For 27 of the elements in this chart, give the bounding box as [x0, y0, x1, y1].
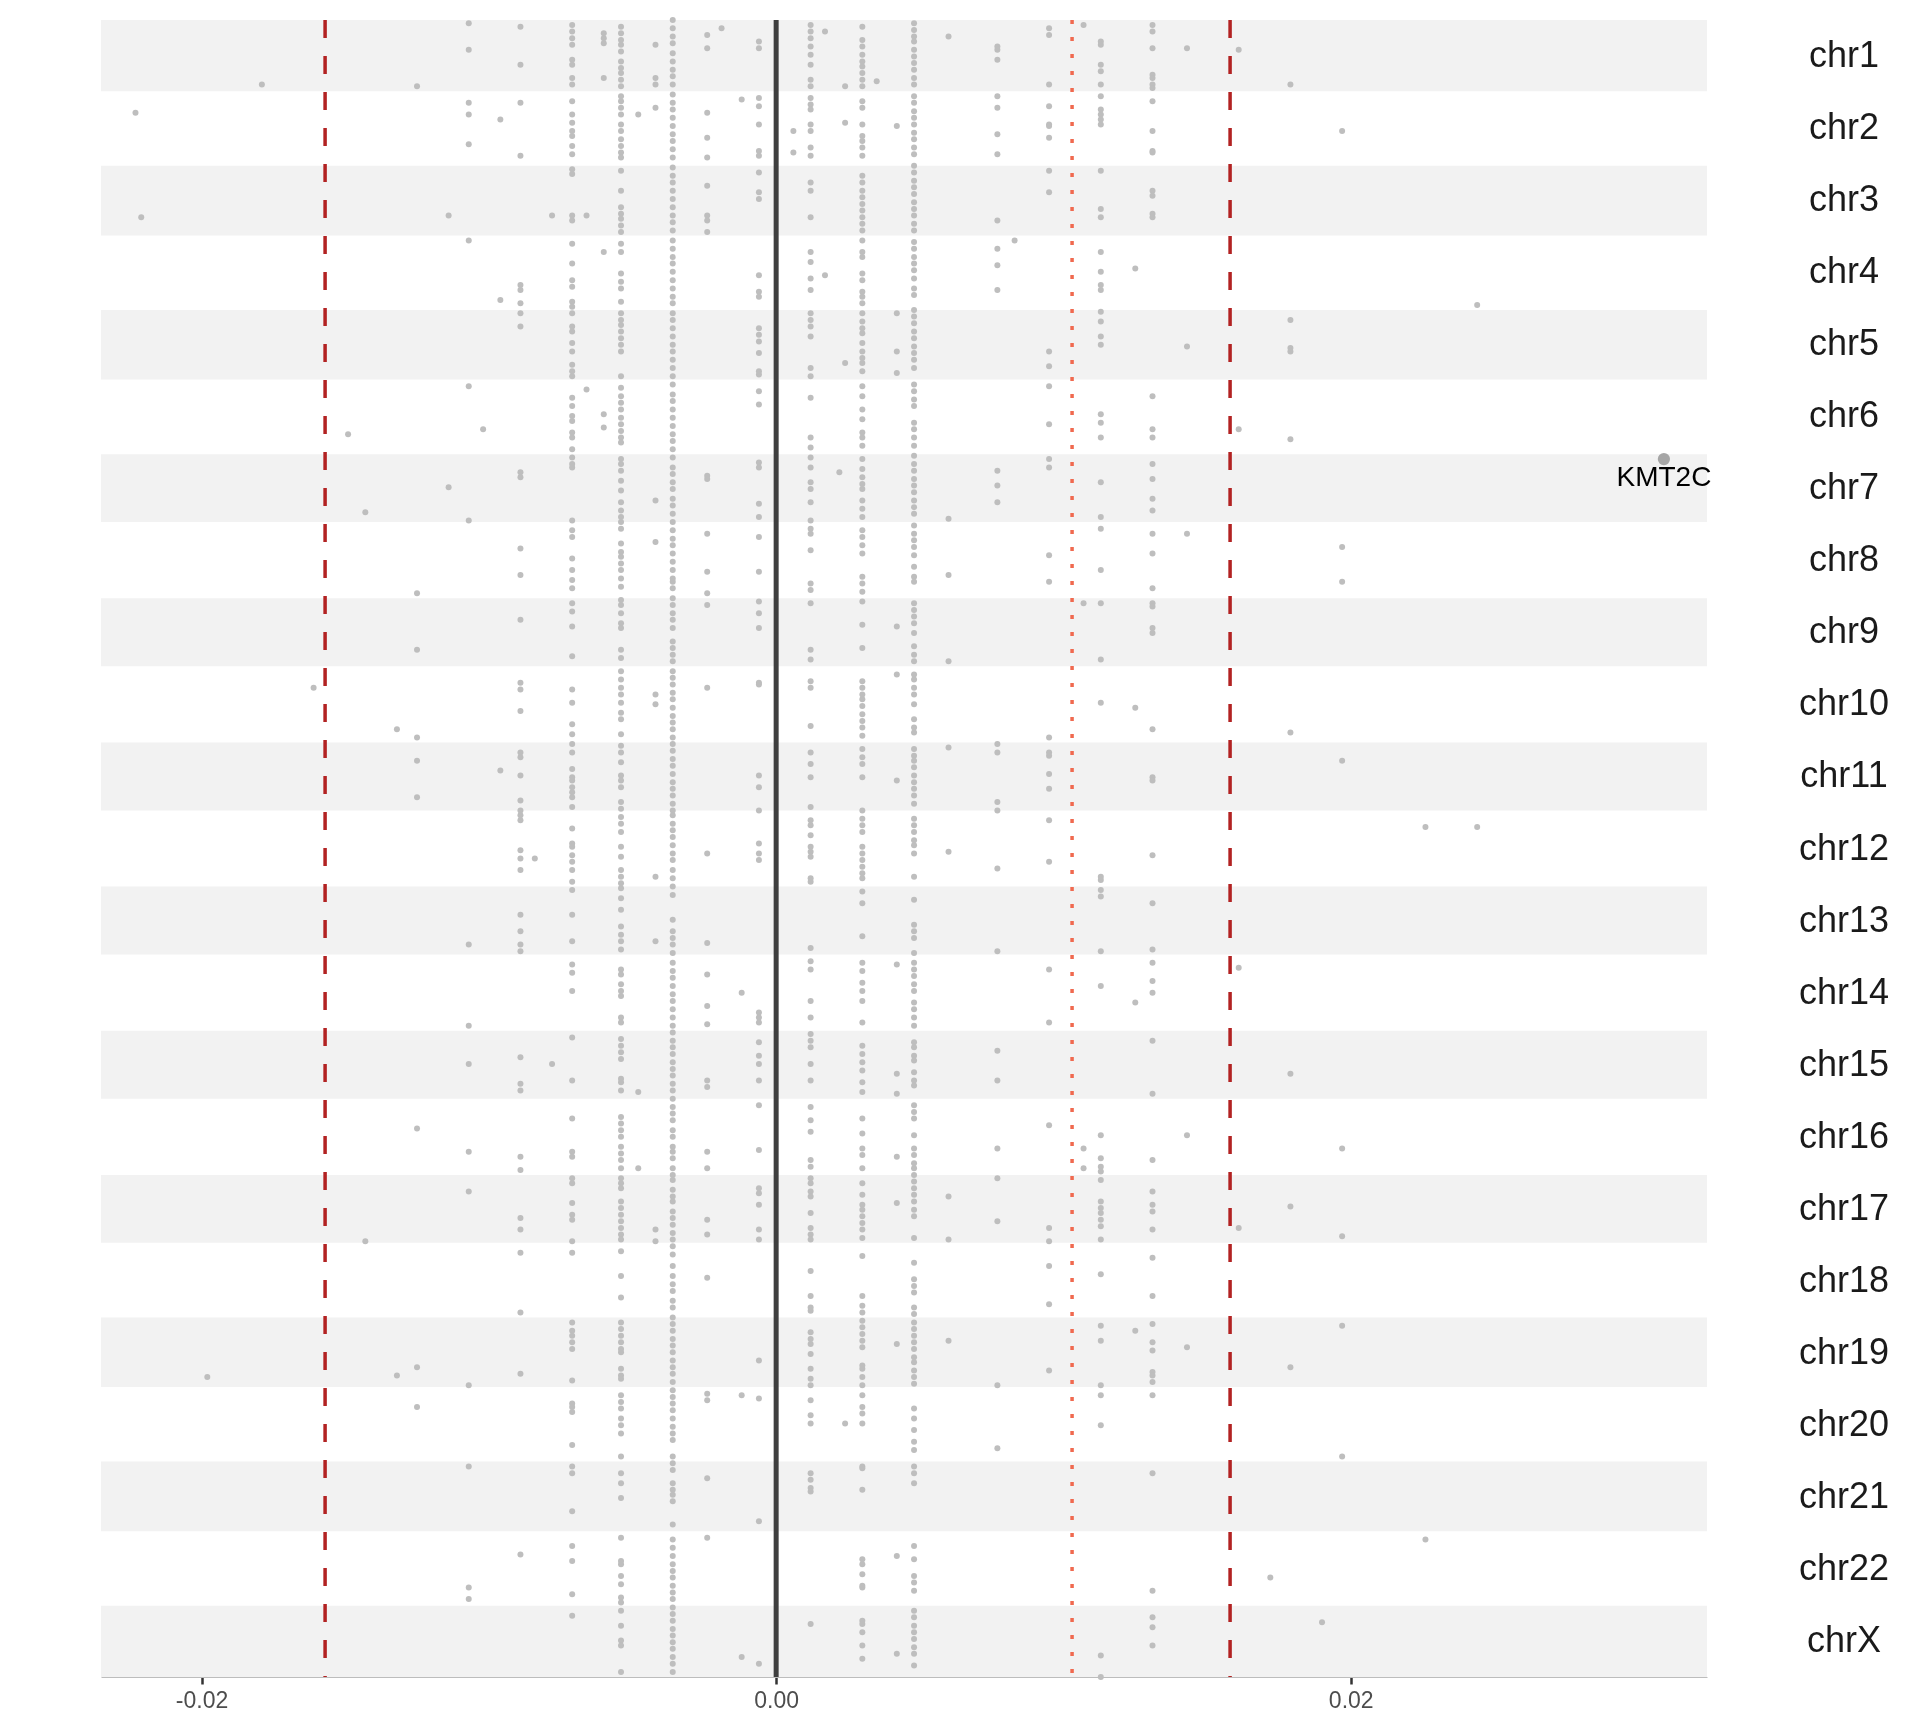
text: chr17 — [1798, 1186, 1890, 1228]
text: chr13 — [1798, 898, 1890, 940]
text: chr6 — [1808, 394, 1880, 436]
x-tick-label: 0.02 — [1328, 1686, 1374, 1713]
text: chr14 — [1798, 970, 1890, 1012]
text: chr16 — [1798, 1114, 1890, 1156]
text: chr9 — [1808, 610, 1880, 652]
text: chr20 — [1798, 1402, 1890, 1444]
text: chr2 — [1808, 106, 1880, 148]
x-tick-label: -0.02 — [175, 1686, 229, 1713]
text: chr4 — [1808, 250, 1880, 292]
text: chr18 — [1798, 1258, 1890, 1300]
text: chr5 — [1808, 322, 1880, 364]
text: chrX — [1806, 1618, 1882, 1660]
text: chr21 — [1798, 1474, 1890, 1516]
x-tick-label: 0.00 — [754, 1686, 800, 1713]
text: chr19 — [1798, 1330, 1890, 1372]
text: chr22 — [1798, 1546, 1890, 1588]
text: chr3 — [1808, 178, 1880, 220]
text: chr12 — [1798, 826, 1890, 868]
annotation: KMT2C — [1616, 461, 1712, 493]
text: chr10 — [1798, 682, 1890, 724]
text: chr1 — [1808, 34, 1880, 76]
text: chr11 — [1800, 754, 1888, 796]
text: chr8 — [1808, 538, 1880, 580]
text: chr7 — [1808, 466, 1880, 508]
text: chr15 — [1798, 1042, 1890, 1084]
